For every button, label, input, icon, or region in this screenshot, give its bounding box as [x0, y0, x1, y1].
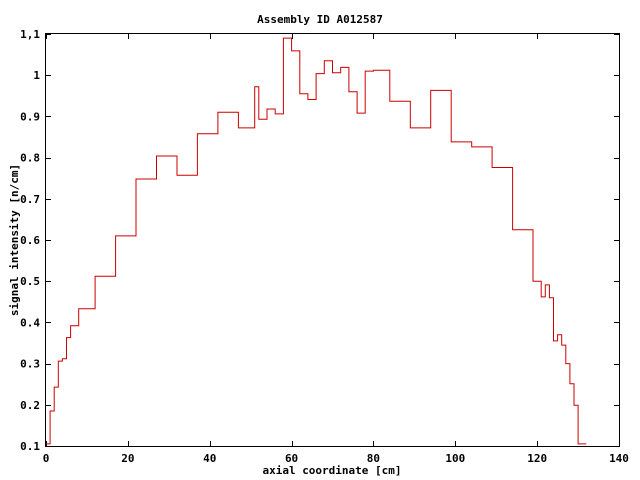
x-tick-label: 80: [367, 452, 380, 465]
y-tick-label: 0.3: [20, 358, 40, 371]
y-tick-label: 0.8: [20, 152, 40, 165]
axis-ticks: [46, 34, 620, 447]
x-axis-tick-labels: 0 20 40 60 80 100 120 140: [43, 452, 629, 465]
chart-title: Assembly ID A012587: [257, 13, 383, 26]
x-tick-label: 40: [203, 452, 216, 465]
x-axis-title: axial coordinate [cm]: [262, 464, 401, 477]
y-tick-label: 0.9: [20, 110, 40, 123]
y-tick-label: 1,1: [20, 28, 40, 41]
signal-step-line: [46, 37, 587, 445]
y-tick-label: 0.2: [20, 399, 40, 412]
y-tick-label: 0.5: [20, 275, 40, 288]
x-tick-label: 100: [445, 452, 465, 465]
x-tick-label: 0: [43, 452, 50, 465]
y-tick-label: 0.4: [20, 316, 40, 329]
x-tick-label: 20: [121, 452, 134, 465]
plot-area-frame: [45, 33, 620, 447]
x-tick-label: 140: [609, 452, 629, 465]
y-tick-label: 0.7: [20, 193, 40, 206]
y-axis-title: signal intensity [n/cm]: [8, 164, 21, 316]
x-tick-label: 120: [527, 452, 547, 465]
y-tick-label: 0.6: [20, 234, 40, 247]
x-tick-label: 60: [285, 452, 298, 465]
y-tick-label: 0.1: [20, 440, 40, 453]
y-axis-tick-labels: 0.1 0.2 0.3 0.4 0.5 0.6 0.7 0.8 0.9 1 1,1: [20, 28, 40, 453]
y-tick-label: 1: [33, 69, 40, 82]
